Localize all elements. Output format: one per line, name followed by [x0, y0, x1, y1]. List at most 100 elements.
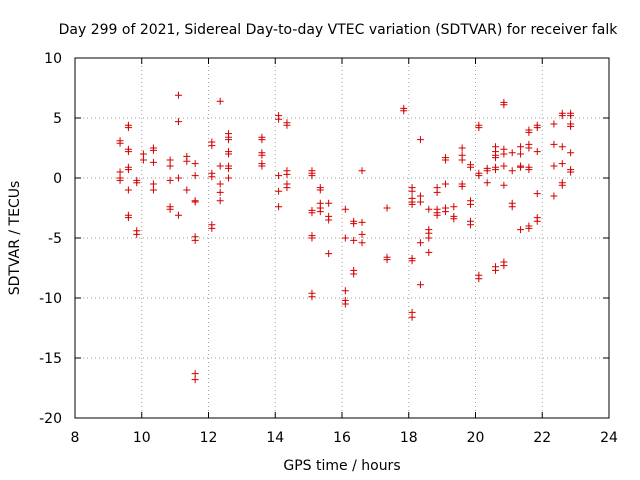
data-point — [225, 136, 233, 144]
data-point — [425, 205, 433, 213]
x-tick-label: 22 — [533, 430, 551, 446]
data-point — [425, 248, 433, 256]
y-tick-label: -20 — [39, 411, 62, 427]
data-point — [450, 203, 458, 211]
data-point — [558, 181, 566, 189]
x-tick-label: 18 — [400, 430, 418, 446]
x-tick-label: 12 — [200, 430, 218, 446]
data-point — [350, 270, 358, 278]
data-point — [558, 112, 566, 120]
data-point — [475, 124, 483, 132]
data-point — [149, 158, 157, 166]
data-point — [191, 198, 199, 206]
data-point — [383, 204, 391, 212]
data-point — [550, 162, 558, 170]
data-point — [500, 150, 508, 158]
y-axis-title: SDTVAR / TECUs — [7, 181, 23, 296]
data-point — [216, 97, 224, 105]
data-point — [533, 148, 541, 156]
data-point — [341, 234, 349, 242]
data-point — [166, 156, 174, 164]
data-point — [433, 188, 441, 196]
y-tick-label: 10 — [44, 51, 62, 67]
data-point — [124, 166, 132, 174]
data-point — [139, 150, 147, 158]
data-point — [258, 162, 266, 170]
data-point — [525, 128, 533, 136]
y-tick-label: -10 — [39, 291, 62, 307]
data-point — [166, 205, 174, 213]
data-point — [508, 203, 516, 211]
data-point — [124, 214, 132, 222]
data-point — [139, 156, 147, 164]
data-point — [124, 148, 132, 156]
data-point — [325, 199, 333, 207]
data-point — [275, 115, 283, 123]
chart-title: Day 299 of 2021, Sidereal Day-to-day VTE… — [59, 22, 619, 38]
data-point — [283, 170, 291, 178]
data-point — [258, 151, 266, 159]
data-point — [325, 216, 333, 224]
data-point — [149, 146, 157, 154]
data-point — [191, 370, 199, 378]
data-points-layer — [116, 91, 575, 384]
x-tick-label: 8 — [71, 430, 80, 446]
data-point — [350, 236, 358, 244]
data-point — [517, 150, 525, 158]
data-point — [174, 91, 182, 99]
data-point — [191, 236, 199, 244]
data-point — [558, 160, 566, 168]
data-point — [116, 139, 124, 147]
y-tick-label: -15 — [39, 351, 62, 367]
data-point — [450, 215, 458, 223]
data-point — [149, 180, 157, 188]
data-point — [466, 163, 474, 171]
data-point — [225, 150, 233, 158]
y-tick-label: 5 — [53, 111, 62, 127]
data-point — [550, 120, 558, 128]
data-point — [508, 149, 516, 157]
data-point — [475, 275, 483, 283]
data-point — [533, 190, 541, 198]
data-point — [483, 179, 491, 187]
data-point — [275, 187, 283, 195]
data-point — [567, 168, 575, 176]
data-point — [525, 224, 533, 232]
data-point — [149, 186, 157, 194]
data-point — [441, 208, 449, 216]
data-point — [341, 287, 349, 295]
data-point — [433, 211, 441, 219]
data-point — [116, 168, 124, 176]
data-point — [174, 174, 182, 182]
x-tick-label: 20 — [467, 430, 485, 446]
data-point — [492, 154, 500, 162]
data-point — [466, 200, 474, 208]
data-point — [525, 144, 533, 152]
data-point — [166, 176, 174, 184]
data-point — [116, 176, 124, 184]
data-point — [508, 167, 516, 175]
x-tick-label: 10 — [133, 430, 151, 446]
data-point — [441, 156, 449, 164]
data-point — [183, 157, 191, 165]
data-point — [533, 124, 541, 132]
data-point — [124, 124, 132, 132]
data-point — [124, 186, 132, 194]
data-point — [133, 230, 141, 238]
data-point — [174, 211, 182, 219]
data-point — [441, 180, 449, 188]
data-point — [358, 167, 366, 175]
data-point — [358, 230, 366, 238]
data-point — [475, 172, 483, 180]
data-point — [500, 162, 508, 170]
data-point — [191, 160, 199, 168]
data-point — [517, 226, 525, 234]
data-point — [408, 187, 416, 195]
data-point — [216, 197, 224, 205]
data-point — [208, 142, 216, 150]
data-point — [216, 180, 224, 188]
data-point — [533, 217, 541, 225]
data-point — [567, 122, 575, 130]
data-point — [183, 186, 191, 194]
